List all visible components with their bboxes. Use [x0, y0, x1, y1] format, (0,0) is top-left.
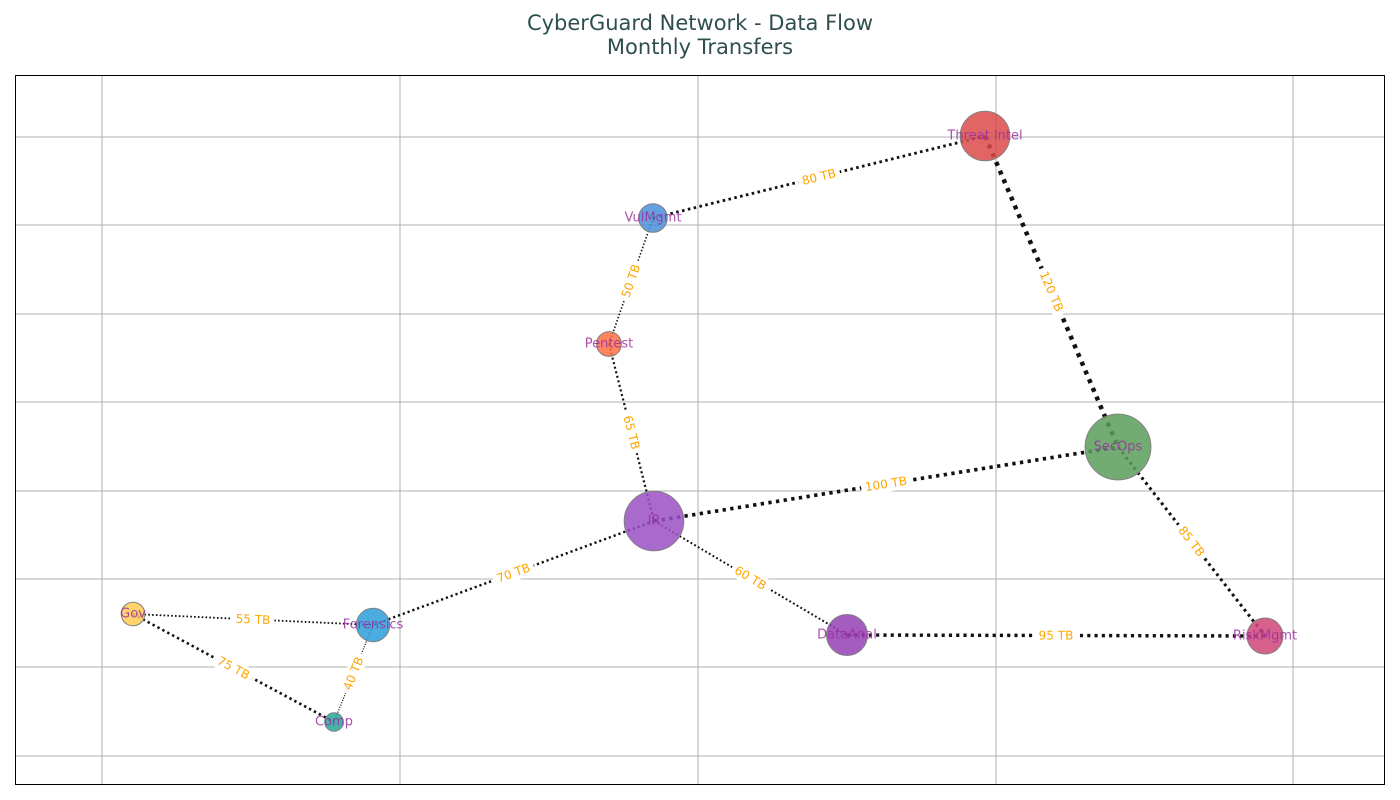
node-forensics[interactable]	[355, 607, 391, 643]
edge-ir-secops	[653, 445, 1119, 523]
node-threat[interactable]	[959, 110, 1011, 162]
node-gov[interactable]	[120, 601, 146, 627]
node-pentest[interactable]	[596, 331, 622, 357]
edge-label-group-0: 80 TB	[796, 164, 842, 190]
node-label-gov: Gov	[120, 607, 146, 622]
edge-label-group-9: 55 TB	[231, 610, 275, 629]
node-label-vuln: VulMgmt	[624, 211, 681, 226]
edge-label-group-8: 95 TB	[1034, 627, 1078, 644]
edge-label-bg-11	[338, 650, 369, 697]
plot-frame	[15, 75, 1385, 785]
edge-label-bg-8	[1034, 627, 1078, 644]
edge-label-bg-7	[728, 560, 773, 596]
edge-label-bg-6	[490, 558, 537, 588]
node-label-ir: IR	[648, 514, 661, 529]
edge-label-bg-3	[618, 409, 645, 456]
node-vuln[interactable]	[638, 203, 668, 233]
edge-label-group-3: 65 TB	[618, 409, 645, 456]
edge-label-data-risk: 95 TB	[1039, 628, 1074, 642]
node-label-forensics: Forensics	[343, 618, 404, 633]
edge-gov-forensics	[132, 613, 374, 626]
node-label-secops: SecOps	[1094, 440, 1143, 455]
node-comp[interactable]	[324, 712, 344, 732]
edge-label-bg-1	[1034, 265, 1069, 318]
edge-label-bg-9	[231, 610, 275, 629]
chart-subtitle: Monthly Transfers	[606, 35, 794, 59]
node-labels: Threat Intel VulMgmt Pentest IR SecOps Forens…	[120, 129, 1297, 730]
node-label-data: DataAnal	[817, 628, 877, 643]
node-label-comp: Comp	[315, 715, 353, 730]
node-ir[interactable]	[623, 490, 685, 552]
node-label-risk: RiskMgmt	[1233, 629, 1297, 644]
edge-label-bg-4	[859, 472, 913, 496]
node-label-threat: Threat Intel	[946, 129, 1022, 144]
grid	[16, 76, 1384, 784]
edge-label-bg-10	[210, 650, 257, 686]
node-risk[interactable]	[1246, 617, 1284, 655]
edge-gov-comp	[132, 612, 335, 724]
edge-label-ir-secops: 100 TB	[864, 474, 908, 495]
node-secops[interactable]	[1084, 413, 1152, 481]
nodes	[120, 110, 1284, 732]
chart-title: CyberGuard Network - Data Flow	[526, 11, 874, 35]
node-label-pentest: Pentest	[585, 337, 634, 352]
edge-label-bg-0	[796, 164, 842, 190]
edge-label-bg-5	[1172, 519, 1211, 564]
edge-label-gov-forensics: 55 TB	[235, 612, 270, 628]
node-data[interactable]	[826, 614, 868, 656]
edge-label-group-4: 100 TB	[859, 472, 913, 496]
edge-secops-risk	[1116, 446, 1267, 637]
edge-label-bg-2	[616, 258, 646, 304]
